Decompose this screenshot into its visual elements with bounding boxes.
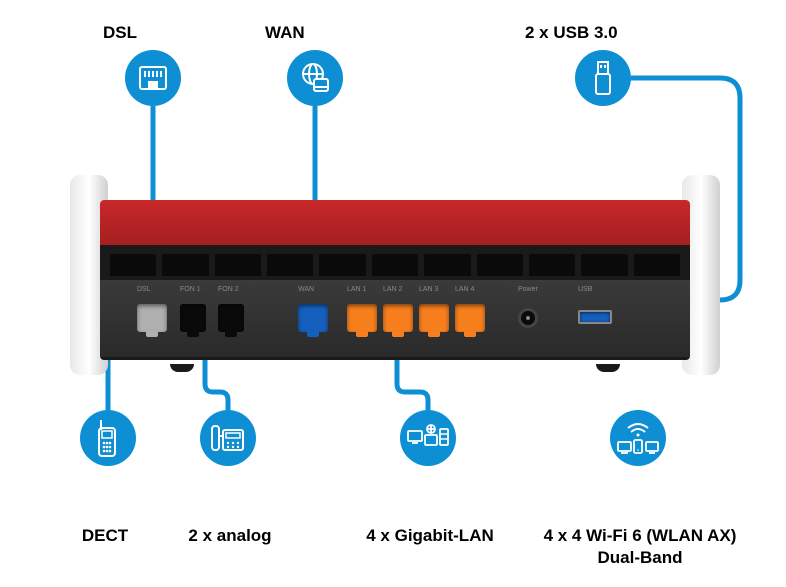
port-lan3 bbox=[419, 304, 449, 332]
port-fon1 bbox=[180, 304, 206, 332]
dect-label: DECT bbox=[55, 525, 155, 547]
port-wan bbox=[298, 304, 328, 332]
port-label-fon2: FON 2 bbox=[218, 286, 239, 293]
analog-label: 2 x analog bbox=[160, 525, 300, 547]
port-dsl bbox=[137, 304, 167, 332]
dsl-icon bbox=[125, 50, 181, 106]
usb-label: 2 x USB 3.0 bbox=[525, 22, 618, 44]
port-label-lan1: LAN 1 bbox=[347, 286, 366, 293]
router-device: DSL FON 1 FON 2 WAN LAN 1 LAN 2 LAN 3 LAN 4 Powe… bbox=[70, 170, 720, 390]
wifi-label: 4 x 4 Wi-Fi 6 (WLAN AX) Dual-Band bbox=[525, 525, 755, 569]
port-label-wan: WAN bbox=[298, 286, 314, 293]
port-label-dsl: DSL bbox=[137, 286, 151, 293]
port-label-power: Power bbox=[518, 286, 538, 293]
port-lan4 bbox=[455, 304, 485, 332]
port-label-fon1: FON 1 bbox=[180, 286, 201, 293]
usb-icon bbox=[575, 50, 631, 106]
wifi-icon bbox=[610, 410, 666, 466]
port-lan2 bbox=[383, 304, 413, 332]
lan-label: 4 x Gigabit-LAN bbox=[335, 525, 525, 547]
analog-icon bbox=[200, 410, 256, 466]
port-label-lan4: LAN 4 bbox=[455, 286, 474, 293]
port-power bbox=[518, 308, 538, 328]
port-usb bbox=[578, 310, 612, 324]
dect-icon bbox=[80, 410, 136, 466]
wan-icon bbox=[287, 50, 343, 106]
port-label-lan3: LAN 3 bbox=[419, 286, 438, 293]
port-label-lan2: LAN 2 bbox=[383, 286, 402, 293]
port-lan1 bbox=[347, 304, 377, 332]
dsl-label: DSL bbox=[103, 22, 137, 44]
lan-icon bbox=[400, 410, 456, 466]
port-label-usb: USB bbox=[578, 286, 592, 293]
wan-label: WAN bbox=[265, 22, 305, 44]
port-fon2 bbox=[218, 304, 244, 332]
